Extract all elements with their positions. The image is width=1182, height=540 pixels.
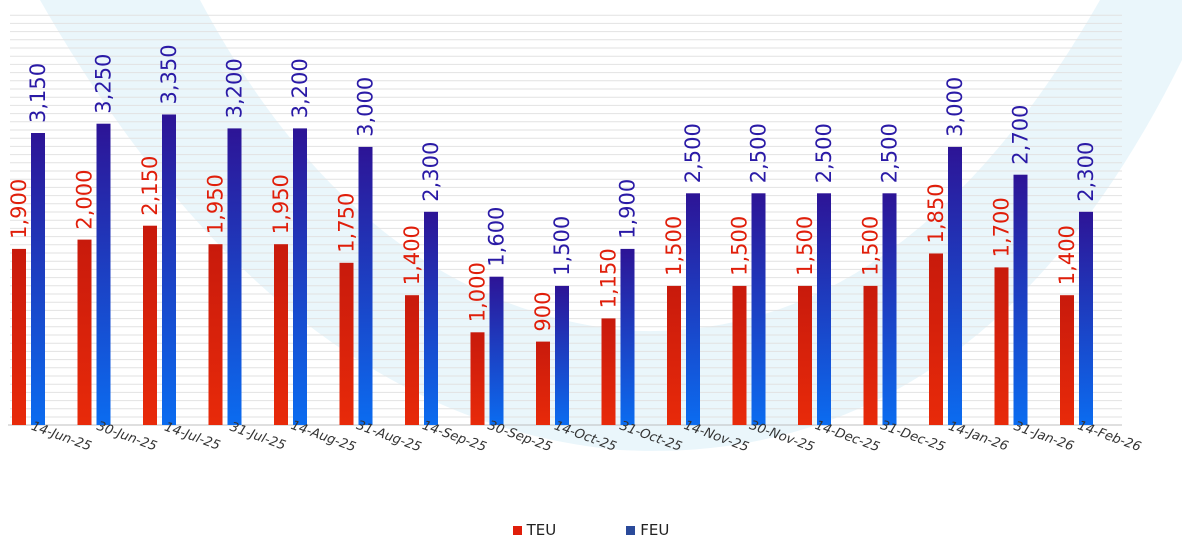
bar-feu — [358, 146, 373, 425]
bar-feu — [882, 193, 897, 426]
value-label-feu: 1,900 — [616, 179, 640, 239]
value-label-feu: 3,000 — [943, 77, 967, 137]
bar-teu — [536, 341, 550, 425]
value-label-teu: 1,950 — [204, 174, 228, 234]
value-label-teu: 2,000 — [73, 169, 97, 229]
value-label-teu: 900 — [531, 292, 555, 332]
value-label-teu: 2,150 — [138, 156, 162, 216]
bar-teu — [929, 253, 943, 425]
value-label-feu: 3,200 — [288, 58, 312, 118]
bar-teu — [274, 244, 288, 425]
value-label-feu: 2,500 — [878, 123, 902, 183]
legend-swatch-feu — [626, 525, 636, 535]
value-label-teu: 1,900 — [7, 179, 31, 239]
bar-feu — [424, 211, 438, 425]
bar-teu — [208, 244, 223, 425]
bars-layer — [12, 114, 1093, 426]
bar-feu — [686, 193, 700, 426]
bar-teu — [994, 267, 1009, 425]
bar-teu — [863, 285, 878, 425]
bar-teu — [798, 285, 812, 425]
bar-feu — [1013, 174, 1028, 425]
value-labels-layer: 1,900 3,150 2,000 3,250 2,150 3,350 1,950 3,200… — [7, 44, 1098, 331]
legend-swatch-teu — [512, 525, 522, 535]
bar-teu — [667, 285, 681, 425]
value-label-feu: 1,500 — [550, 216, 574, 276]
bar-teu — [77, 239, 92, 425]
bar-feu — [31, 133, 45, 425]
value-label-teu: 1,500 — [662, 216, 686, 276]
bar-feu — [96, 123, 111, 425]
bar-feu — [489, 276, 504, 425]
value-label-teu: 1,500 — [859, 216, 883, 276]
value-label-teu: 1,750 — [335, 193, 359, 253]
bar-feu — [817, 193, 831, 426]
legend-item-teu: TEU — [512, 520, 557, 540]
value-label-feu: 2,700 — [1009, 105, 1033, 165]
value-label-feu: 3,150 — [26, 63, 50, 123]
bar-feu — [1079, 211, 1093, 425]
bar-teu — [339, 262, 354, 425]
value-label-feu: 2,300 — [1074, 142, 1098, 202]
bar-feu — [162, 114, 176, 425]
value-label-teu: 1,150 — [597, 248, 621, 308]
bar-feu — [620, 248, 635, 425]
legend-label-feu: FEU — [640, 521, 670, 539]
bar-teu — [601, 318, 616, 425]
value-label-feu: 3,250 — [92, 54, 116, 114]
value-label-teu: 1,000 — [466, 262, 490, 322]
value-label-feu: 2,500 — [812, 123, 836, 183]
value-label-feu: 1,600 — [485, 207, 509, 267]
bar-teu — [143, 225, 157, 425]
value-label-feu: 3,200 — [223, 58, 247, 118]
legend: TEU FEU — [0, 520, 1182, 540]
bar-teu — [405, 295, 419, 425]
value-label-teu: 1,700 — [990, 197, 1014, 257]
bar-feu — [948, 146, 962, 425]
x-tick-label: 14-Feb-26 — [1076, 418, 1143, 455]
value-label-teu: 1,500 — [728, 216, 752, 276]
bar-feu — [293, 128, 307, 425]
bar-teu — [12, 248, 26, 425]
value-label-teu: 1,400 — [400, 225, 424, 285]
value-label-feu: 3,000 — [354, 77, 378, 137]
legend-label-teu: TEU — [526, 521, 557, 539]
bar-feu — [227, 128, 242, 425]
bar-feu — [555, 285, 569, 425]
bar-teu — [1060, 295, 1074, 425]
value-label-teu: 1,950 — [269, 174, 293, 234]
legend-item-feu: FEU — [626, 520, 669, 540]
value-label-teu: 1,400 — [1055, 225, 1079, 285]
bar-teu — [470, 332, 485, 425]
value-label-feu: 2,300 — [419, 142, 443, 202]
value-label-teu: 1,500 — [793, 216, 817, 276]
value-label-feu: 2,500 — [681, 123, 705, 183]
value-label-feu: 3,350 — [157, 44, 181, 104]
value-label-feu: 2,500 — [747, 123, 771, 183]
value-label-teu: 1,850 — [924, 183, 948, 243]
bar-teu — [732, 285, 747, 425]
bar-feu — [751, 193, 766, 426]
